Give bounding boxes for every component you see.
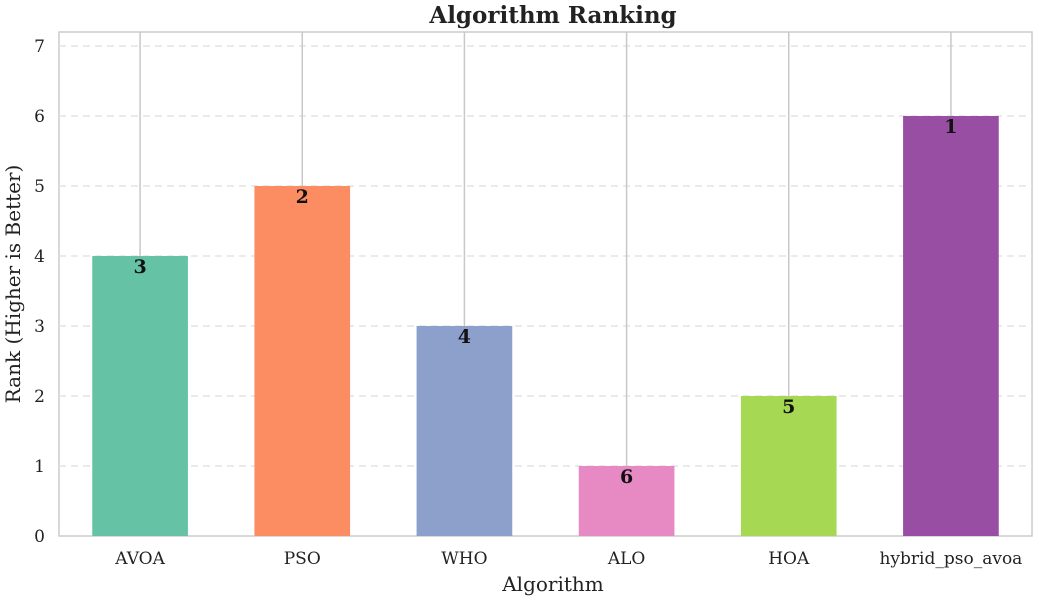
bar-hoa — [740, 396, 837, 536]
bar-data-label: 3 — [133, 256, 146, 278]
bar-data-label: 4 — [458, 326, 471, 348]
bar-data-label: 1 — [944, 116, 957, 138]
bar-data-label: 6 — [620, 466, 633, 488]
bar-data-label: 5 — [782, 396, 795, 418]
y-tick-label: 5 — [34, 177, 45, 197]
bar-hybrid_pso_avoa — [903, 116, 999, 536]
y-tick-label: 1 — [34, 457, 45, 477]
bar-data-label: 2 — [296, 186, 309, 208]
y-tick-label: 6 — [34, 107, 45, 127]
bar-pso — [254, 186, 351, 536]
y-tick-label: 4 — [34, 247, 45, 267]
x-tick-label: PSO — [284, 549, 321, 569]
bar-labels: 3 2 4 6 5 1 — [133, 116, 957, 488]
bar-who — [416, 326, 513, 536]
chart-title: Algorithm Ranking — [428, 2, 676, 29]
x-tick-label: hybrid_pso_avoa — [879, 549, 1022, 569]
plot-area — [58, 31, 1033, 537]
x-tick-label: HOA — [768, 549, 810, 569]
x-tick-label: WHO — [441, 549, 487, 569]
x-axis-ticks: AVOA PSO WHO ALO HOA hybrid_pso_avoa — [114, 549, 1022, 569]
y-tick-label: 0 — [34, 527, 45, 547]
x-tick-label: ALO — [607, 549, 646, 569]
bar-avoa — [92, 256, 188, 536]
y-axis-ticks: 0 1 2 3 4 5 6 7 — [34, 37, 45, 547]
y-tick-label: 7 — [34, 37, 45, 57]
y-axis-label: Rank (Higher is Better) — [1, 165, 25, 404]
x-tick-label: AVOA — [114, 549, 165, 569]
bar-alo — [578, 466, 675, 536]
y-tick-label: 3 — [34, 317, 45, 337]
grid — [59, 45, 1032, 467]
y-tick-label: 2 — [34, 387, 45, 407]
x-axis-label: Algorithm — [501, 572, 604, 596]
bars — [92, 116, 999, 536]
